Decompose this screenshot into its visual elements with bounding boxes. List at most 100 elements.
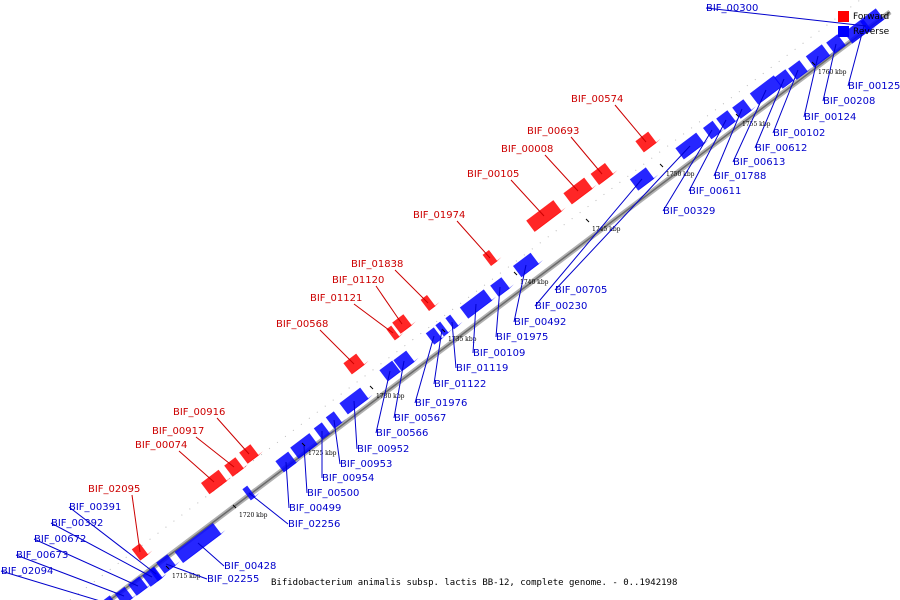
forward-gene-bif_00105-label[interactable]: BIF_00105	[467, 169, 519, 180]
reverse-gene-bif_02255-label[interactable]: BIF_02255	[207, 574, 259, 585]
reverse-gene-bif_00102[interactable]	[788, 60, 812, 80]
reverse-gene-bif_00492-leader	[513, 264, 527, 323]
forward-gene-bif_01121-label[interactable]: BIF_01121	[310, 293, 362, 304]
reverse-gene-bif_02094[interactable]	[102, 595, 122, 600]
reverse-gene-bif_00611-leader	[688, 119, 727, 192]
reverse-gene-bif_00391-label[interactable]: BIF_00391	[69, 502, 121, 513]
reverse-gene-bif_01122-label[interactable]: BIF_01122	[434, 379, 486, 390]
scale-tick	[301, 442, 306, 447]
reverse-gene-bif_00125-leader	[847, 25, 865, 87]
reverse-gene-bif_00567-label[interactable]: BIF_00567	[394, 413, 446, 424]
reverse-gene-bif_01119[interactable]	[445, 314, 463, 330]
forward-gene-bif_00568-label[interactable]: BIF_00568	[276, 319, 328, 330]
reverse-gene-bif_00612-label[interactable]: BIF_00612	[755, 143, 807, 154]
forward-gene-bif_00008-leader	[544, 154, 579, 192]
forward-gene-bif_02095-label[interactable]: BIF_02095	[88, 484, 140, 495]
forward-gene-bif_00568-leader	[319, 329, 355, 365]
scale-tick	[585, 218, 590, 223]
forward-gene-bif_00574-label[interactable]: BIF_00574	[571, 94, 623, 105]
reverse-gene-bif_00392-label[interactable]: BIF_00392	[51, 518, 103, 529]
scale-tick-label: 1720 kbp	[239, 512, 268, 519]
forward-gene-bif_00917-leader	[195, 436, 235, 468]
forward-gene-bif_00693[interactable]	[590, 162, 618, 186]
reverse-gene-bif_00672-leader	[33, 538, 139, 587]
reverse-gene-bif_01119-leader	[451, 321, 457, 369]
reverse-gene-bif_00613-leader	[732, 89, 767, 163]
reverse-gene-bif_02255[interactable]	[156, 554, 180, 574]
reverse-gene-bif_00566-leader	[375, 370, 391, 434]
reverse-gene-bif_00672-label[interactable]: BIF_00672	[34, 534, 86, 545]
reverse-gene-bif_00102-label[interactable]: BIF_00102	[773, 128, 825, 139]
reverse-gene-bif_01788-leader	[713, 108, 743, 177]
scale-tick	[369, 385, 374, 390]
forward-gene-bif_00917-label[interactable]: BIF_00917	[152, 426, 204, 437]
scale-tick-label: 1745 kbp	[592, 226, 621, 233]
forward-gene-bif_01974-label[interactable]: BIF_01974	[413, 210, 465, 221]
sequence-backbone-core	[109, 11, 891, 600]
reverse-gene-bif_00952-leader	[353, 400, 358, 450]
forward-gene-bif_00105[interactable]	[526, 200, 566, 232]
reverse-gene-bif_00673-leader	[15, 554, 125, 597]
forward-gene-bif_00574[interactable]	[635, 131, 661, 153]
reverse-gene-bif_00492[interactable]	[513, 252, 543, 278]
reverse-gene-bif_00705-label[interactable]: BIF_00705	[555, 285, 607, 296]
forward-gene-bif_01120[interactable]	[392, 314, 416, 334]
reverse-gene-bif_02256-label[interactable]: BIF_02256	[288, 519, 340, 530]
forward-gene-bif_00008-label[interactable]: BIF_00008	[501, 144, 553, 155]
reverse-gene-bif_00124-label[interactable]: BIF_00124	[804, 112, 856, 123]
reverse-gene-bif_01788-label[interactable]: BIF_01788	[714, 171, 766, 182]
forward-gene-bif_00916-label[interactable]: BIF_00916	[173, 407, 225, 418]
reverse-gene-bif_00102-leader	[772, 69, 799, 134]
reverse-gene-bif_02094-label[interactable]: BIF_02094	[1, 566, 53, 577]
forward-gene-bif_01120-label[interactable]: BIF_01120	[332, 275, 384, 286]
reverse-gene-bif_01976-label[interactable]: BIF_01976	[415, 398, 467, 409]
reverse-gene-bif_01119-label[interactable]: BIF_01119	[456, 363, 508, 374]
reverse-gene-bif_00673-label[interactable]: BIF_00673	[16, 550, 68, 561]
forward-gene-bif_00074[interactable]	[201, 469, 231, 495]
legend-forward-label: Forward	[853, 11, 890, 22]
forward-gene-bif_01838-label[interactable]: BIF_01838	[351, 259, 403, 270]
reverse-gene-bif_00952-label[interactable]: BIF_00952	[357, 444, 409, 455]
reverse-gene-bif_00208-leader	[822, 43, 837, 102]
reverse-gene-bif_00109-leader	[472, 303, 477, 354]
reverse-gene-bif_00952[interactable]	[339, 387, 373, 415]
reverse-gene-bif_00954-label[interactable]: BIF_00954	[322, 473, 374, 484]
reverse-gene-bif_00612-leader	[754, 78, 785, 149]
reverse-gene-bif_01975-label[interactable]: BIF_01975	[496, 332, 548, 343]
forward-gene-bif_00917[interactable]	[224, 457, 248, 477]
forward-gene-bif_01838[interactable]	[420, 295, 440, 311]
reverse-swatch	[838, 26, 849, 37]
reverse-gene-bif_00428-label[interactable]: BIF_00428	[224, 561, 276, 572]
reverse-gene-bif_00391-leader	[68, 506, 157, 575]
legend-forward: Forward	[838, 9, 900, 24]
forward-gene-bif_00074-label[interactable]: BIF_00074	[135, 440, 187, 451]
minor-tick-track	[69, 0, 861, 600]
reverse-gene-bif_00566-label[interactable]: BIF_00566	[376, 428, 428, 439]
reverse-gene-bif_00611-label[interactable]: BIF_00611	[689, 186, 741, 197]
forward-gene-bif_00105-leader	[510, 179, 545, 217]
scale-tick-label: 1755 kbp	[742, 121, 771, 128]
reverse-gene-bif_00613-label[interactable]: BIF_00613	[733, 157, 785, 168]
reverse-gene-bif_00300-label[interactable]: BIF_00300	[706, 3, 758, 14]
reverse-gene-bif_00499-label[interactable]: BIF_00499	[289, 503, 341, 514]
reverse-gene-bif_00329-label[interactable]: BIF_00329	[663, 206, 715, 217]
reverse-gene-bif_00953-label[interactable]: BIF_00953	[340, 459, 392, 470]
reverse-gene-bif_00567-leader	[393, 360, 405, 419]
reverse-gene-bif_00673[interactable]	[114, 586, 138, 600]
reverse-gene-bif_02256-leader	[248, 492, 289, 525]
reverse-gene-bif_00208-label[interactable]: BIF_00208	[823, 96, 875, 107]
reverse-gene-bif_01975[interactable]	[490, 277, 514, 297]
reverse-gene-bif_00500-label[interactable]: BIF_00500	[307, 488, 359, 499]
reverse-gene-bif_01975-leader	[495, 286, 501, 338]
forward-gene-bif_01974-leader	[456, 220, 491, 259]
forward-gene-bif_00008[interactable]	[563, 177, 597, 205]
reverse-gene-bif_00329-leader	[662, 129, 713, 212]
reverse-gene-bif_00230-label[interactable]: BIF_00230	[535, 301, 587, 312]
forward-gene-bif_00693-label[interactable]: BIF_00693	[527, 126, 579, 137]
scale-tick-label: 1730 kbp	[376, 393, 405, 400]
scale-tick-label: 1715 kbp	[172, 573, 201, 580]
reverse-gene-bif_00125-label[interactable]: BIF_00125	[848, 81, 900, 92]
reverse-gene-bif_00492-label[interactable]: BIF_00492	[514, 317, 566, 328]
reverse-gene-bif_00109-label[interactable]: BIF_00109	[473, 348, 525, 359]
